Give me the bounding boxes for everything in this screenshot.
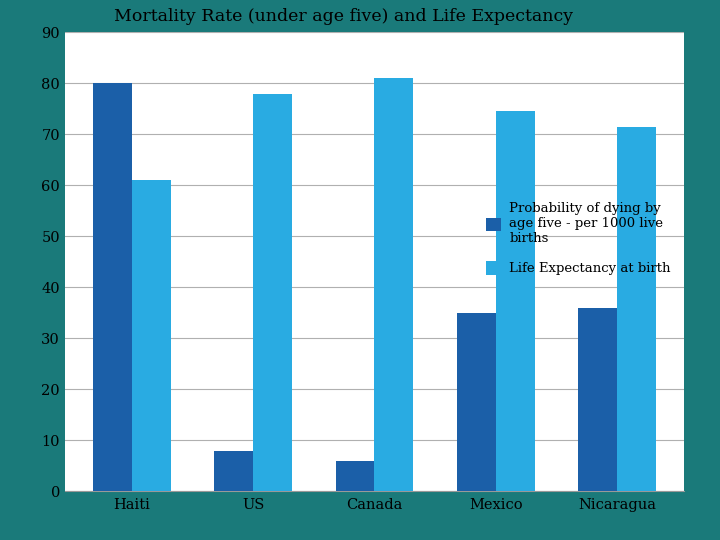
Bar <box>93 83 132 491</box>
Bar <box>374 78 413 491</box>
Bar <box>253 93 292 491</box>
Title: Mortality Rate (under age five) and Life Expectancy: Mortality Rate (under age five) and Life… <box>114 8 573 25</box>
Bar <box>495 111 534 491</box>
Bar <box>132 180 171 491</box>
Bar <box>617 127 656 491</box>
Legend: Probability of dying by
age five - per 1000 live
births, Life Expectancy at birt: Probability of dying by age five - per 1… <box>479 196 678 282</box>
Bar <box>336 461 374 491</box>
Bar <box>215 450 253 491</box>
Bar <box>457 313 495 491</box>
Bar <box>578 308 617 491</box>
